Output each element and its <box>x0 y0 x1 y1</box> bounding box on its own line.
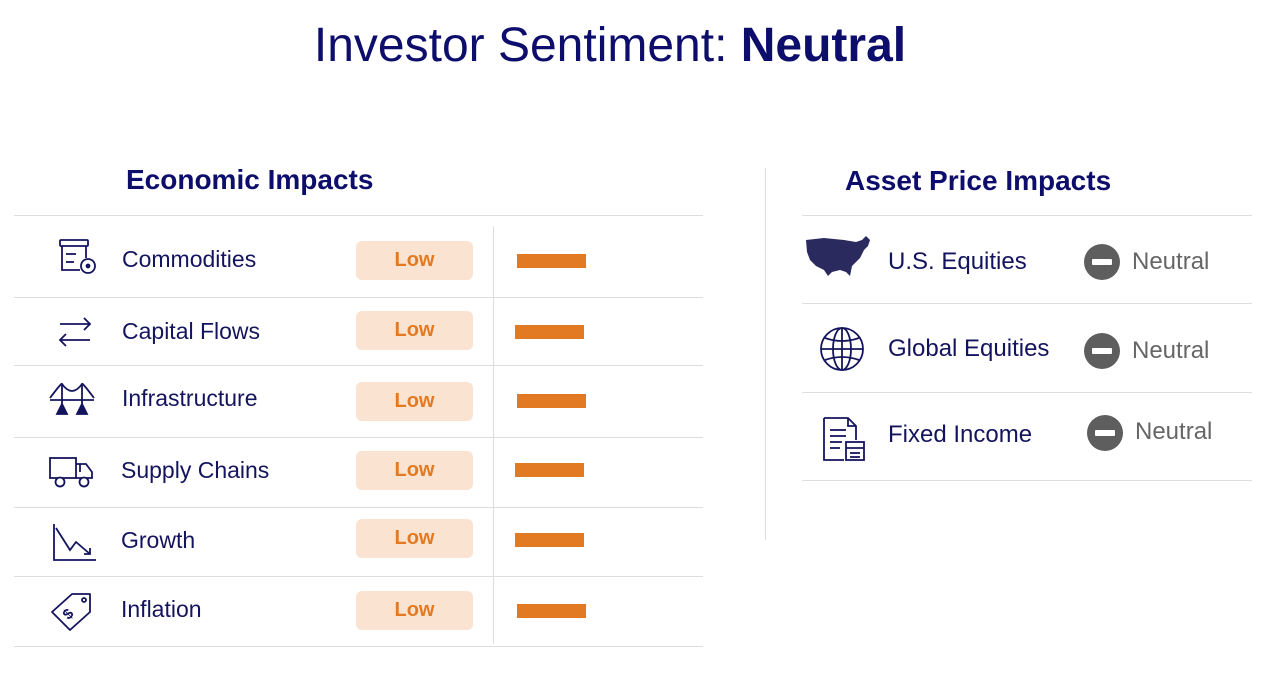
impact-badge-infrastructure: Low <box>356 382 473 421</box>
row-label-commodities: Commodities <box>122 246 257 272</box>
impact-bar-growth <box>515 533 584 547</box>
row-label-supply-chains: Supply Chains <box>121 457 270 483</box>
neutral-minus-icon <box>1087 415 1123 451</box>
asset-price-impacts-heading: Asset Price Impacts <box>845 165 1112 196</box>
impact-bar-infrastructure <box>517 394 586 408</box>
row-label-capital-flows: Capital Flows <box>122 318 261 344</box>
title-sentiment-value: Neutral <box>740 19 907 72</box>
title-prefix: Investor Sentiment: <box>313 19 741 72</box>
globe-icon <box>818 325 866 373</box>
impact-bar-supply-chains <box>515 463 584 477</box>
asset-header-divider <box>802 215 1252 216</box>
row-divider <box>802 303 1252 304</box>
rating-us-equities: Neutral <box>1132 248 1210 275</box>
row-divider <box>14 646 703 647</box>
truck-icon <box>48 450 96 494</box>
asset-label-fixed-income: Fixed Income <box>888 421 1033 448</box>
impact-badge-commodities: Low <box>356 241 473 280</box>
impact-badge-growth: Low <box>356 519 473 558</box>
row-divider <box>14 576 703 577</box>
row-divider <box>14 365 703 366</box>
economic-impacts-heading: Economic Impacts <box>126 164 374 195</box>
page-title: Investor Sentiment: Neutral <box>0 18 1220 73</box>
neutral-minus-icon <box>1084 333 1120 369</box>
row-divider <box>14 437 703 438</box>
price-tag-icon: $ <box>48 590 96 634</box>
row-label-growth: Growth <box>121 527 196 553</box>
asset-label-us-equities: U.S. Equities <box>888 248 1027 275</box>
economic-header-divider <box>14 215 703 216</box>
row-divider <box>802 392 1252 393</box>
impact-bar-inflation <box>517 604 586 618</box>
rating-fixed-income: Neutral <box>1135 418 1213 445</box>
row-divider <box>14 507 703 508</box>
document-icon <box>820 414 868 464</box>
capital-flows-icon <box>52 310 100 354</box>
row-divider <box>802 480 1252 481</box>
commodities-icon <box>52 236 100 280</box>
svg-text:$: $ <box>59 605 77 623</box>
growth-decline-icon <box>50 520 98 564</box>
asset-label-global-equities: Global Equities <box>888 335 1050 362</box>
impact-badge-capital-flows: Low <box>356 311 473 350</box>
impact-badge-supply-chains: Low <box>356 451 473 490</box>
economic-column-divider <box>493 226 494 644</box>
neutral-minus-icon <box>1084 244 1120 280</box>
row-label-inflation: Inflation <box>121 596 202 622</box>
row-divider <box>14 297 703 298</box>
row-label-infrastructure: Infrastructure <box>122 385 258 411</box>
section-divider <box>765 168 766 540</box>
rating-global-equities: Neutral <box>1132 337 1210 364</box>
infrastructure-icon <box>48 376 96 420</box>
impact-bar-capital-flows <box>515 325 584 339</box>
us-map-icon <box>804 234 874 280</box>
impact-bar-commodities <box>517 254 586 268</box>
impact-badge-inflation: Low <box>356 591 473 630</box>
